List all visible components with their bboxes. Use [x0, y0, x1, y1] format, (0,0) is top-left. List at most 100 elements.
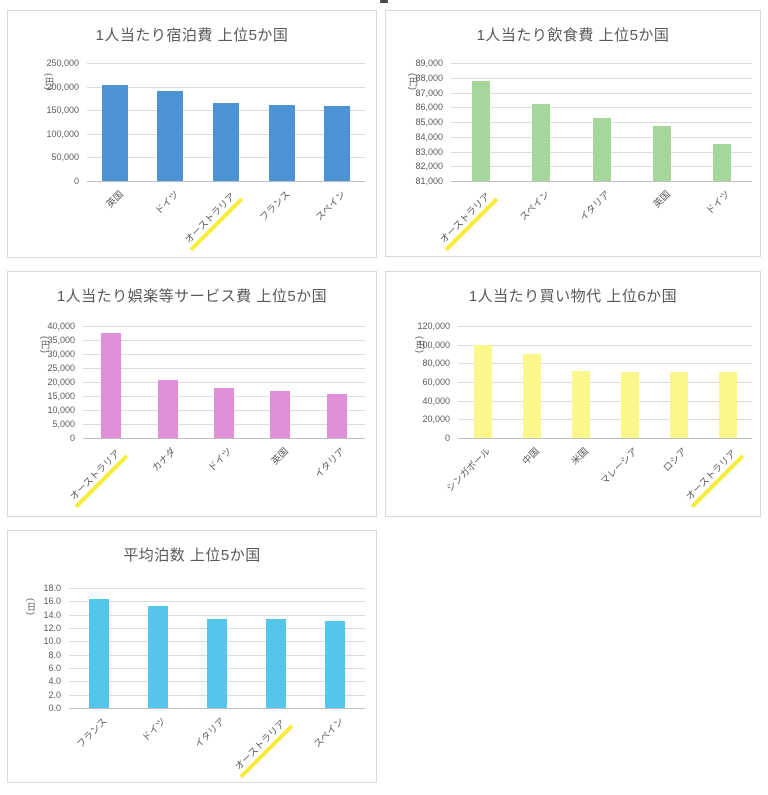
- chart-title: 1人当たり飲食費 上位5か国: [476, 27, 670, 44]
- chart-panel: 1人当たり娯楽等サービス費 上位5か国 (円) 0 5,000 10,000 15,000…: [7, 271, 377, 517]
- y-tick-label: 86,000: [415, 102, 443, 113]
- y-tick-label: 12.0: [43, 623, 61, 633]
- y-axis-unit-label: (円): [40, 336, 50, 354]
- y-tick-label: 6.0: [48, 663, 61, 673]
- category-label: 中国: [521, 446, 543, 468]
- bar: [270, 391, 291, 438]
- bar: [712, 144, 731, 181]
- gridline: [451, 63, 752, 64]
- category-label: イタリア: [193, 716, 228, 751]
- y-tick-label: 10.0: [43, 636, 61, 647]
- y-tick-label: 5,000: [52, 419, 75, 429]
- y-tick-label: 84,000: [415, 131, 443, 142]
- category-label: ドイツ: [704, 189, 733, 217]
- category-label: ドイツ: [140, 716, 169, 744]
- y-tick-label: 4.0: [48, 676, 61, 687]
- chart-title: 1人当たり娯楽等サービス費 上位5か国: [56, 288, 328, 305]
- gridline: [83, 382, 365, 383]
- y-tick-label: 85,000: [415, 117, 443, 127]
- gridline: [458, 419, 752, 421]
- y-tick-label: 25,000: [47, 363, 75, 373]
- y-tick-label: 200,000: [46, 81, 79, 92]
- chart-panel: 1人当たり宿泊費 上位5か国 (円) 0 50,000 100,000 150,000 20…: [7, 10, 377, 258]
- y-tick-label: 60,000: [422, 377, 450, 387]
- bar: [213, 102, 239, 181]
- category-label: ドイツ: [206, 446, 235, 474]
- category-label: イタリア: [577, 189, 613, 224]
- category-label-highlighted: オーストラリア: [682, 446, 745, 509]
- y-tick-label: 0: [73, 176, 79, 186]
- y-tick-label: 87,000: [415, 87, 443, 98]
- bar: [88, 598, 109, 708]
- bar: [620, 371, 639, 438]
- gridline: [83, 368, 365, 369]
- y-tick-label: 2.0: [48, 689, 61, 700]
- y-tick-label: 89,000: [415, 58, 443, 68]
- y-tick-label: 16.0: [43, 596, 61, 607]
- gridline: [83, 326, 365, 327]
- gridline: [451, 107, 752, 109]
- bar: [592, 117, 611, 181]
- bar: [266, 619, 287, 708]
- y-tick-label: 40,000: [422, 395, 450, 406]
- y-tick-label: 100,000: [46, 128, 79, 139]
- gridline: [69, 588, 365, 589]
- bar: [101, 85, 128, 181]
- bar: [473, 344, 492, 438]
- gridline: [458, 363, 752, 365]
- y-tick-label: 82,000: [415, 161, 443, 172]
- y-tick-label: 8.0: [48, 649, 61, 660]
- bar: [326, 393, 347, 438]
- category-label: ロシア: [661, 446, 690, 474]
- y-tick-label: 15,000: [47, 391, 75, 401]
- chart-title: 1人当たり買い物代 上位6か国: [468, 288, 678, 305]
- cropped-character-fragment: [380, 0, 388, 3]
- bar: [718, 372, 737, 438]
- x-axis-line: [87, 181, 365, 182]
- bar: [325, 620, 346, 708]
- gridline: [458, 326, 752, 327]
- category-label: スペイン: [311, 716, 347, 751]
- bar: [207, 618, 227, 708]
- category-label: ドイツ: [153, 189, 182, 217]
- y-tick-label: 30,000: [47, 349, 75, 359]
- bar: [669, 371, 688, 438]
- bar: [157, 90, 184, 181]
- y-tick-label: 20,000: [422, 414, 450, 425]
- y-axis-unit-label: (円): [408, 73, 418, 91]
- x-axis-line: [69, 708, 365, 709]
- y-tick-label: 250,000: [46, 58, 79, 68]
- x-axis-line: [83, 438, 365, 439]
- category-label: スペイン: [517, 189, 553, 224]
- y-axis-unit-label: (円): [44, 73, 54, 91]
- chart-title: 1人当たり宿泊費 上位5か国: [95, 27, 289, 44]
- category-label: フランス: [74, 716, 110, 751]
- gridline: [458, 344, 752, 346]
- y-tick-label: 120,000: [417, 321, 450, 331]
- category-label: 英国: [104, 189, 126, 211]
- bar: [652, 126, 671, 181]
- y-tick-label: 18.0: [43, 583, 61, 593]
- gridline: [83, 354, 365, 355]
- y-tick-label: 83,000: [415, 146, 443, 157]
- y-tick-label: 88,000: [415, 72, 443, 83]
- y-tick-label: 50,000: [51, 152, 79, 163]
- y-tick-label: 10,000: [47, 405, 75, 415]
- bar: [268, 105, 295, 181]
- category-label-highlighted: オーストラリア: [66, 446, 129, 509]
- category-label: スペイン: [313, 189, 348, 224]
- bar: [101, 333, 122, 438]
- bar: [571, 370, 590, 438]
- y-tick-label: 35,000: [47, 335, 75, 345]
- y-tick-label: 81,000: [415, 176, 443, 186]
- bar: [472, 80, 491, 181]
- category-label-highlighted: オーストラリア: [231, 716, 294, 779]
- bar: [214, 388, 234, 438]
- gridline: [458, 400, 752, 402]
- y-tick-label: 0.0: [48, 703, 61, 713]
- gridline: [87, 63, 365, 64]
- gridline: [451, 77, 752, 79]
- category-label: 英国: [269, 446, 292, 468]
- y-tick-label: 100,000: [417, 339, 450, 350]
